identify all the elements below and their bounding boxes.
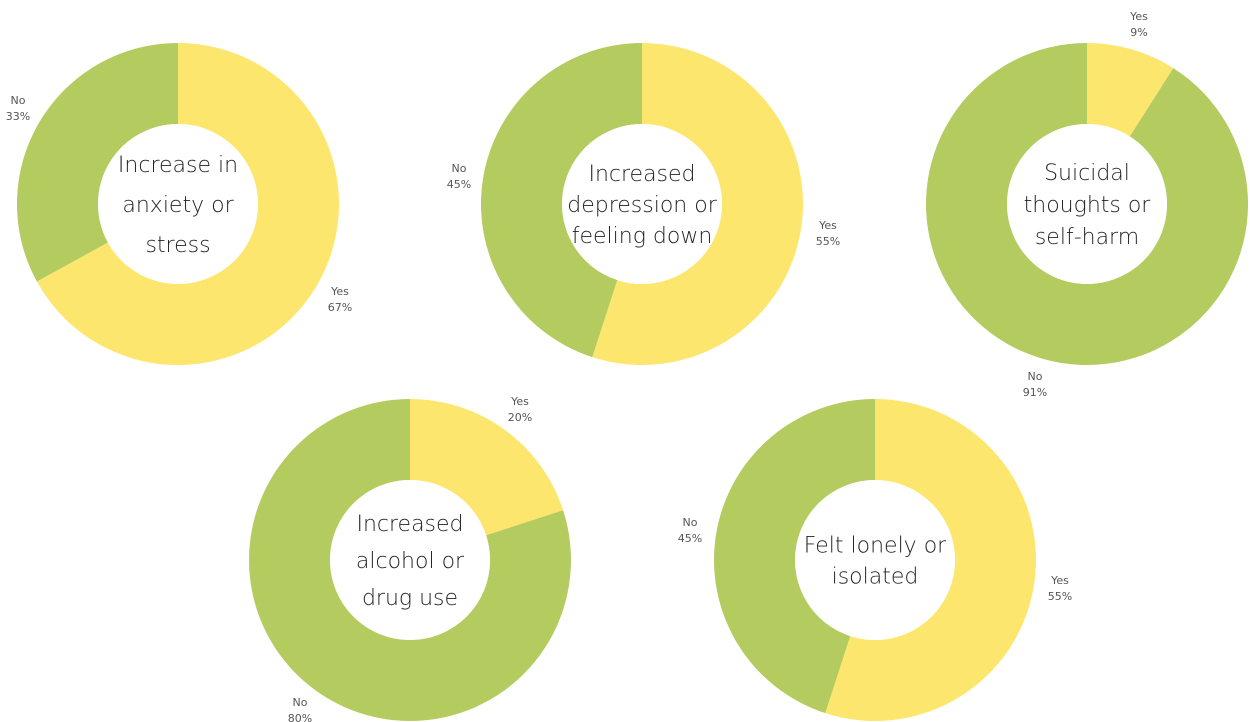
slice-yes (36, 43, 340, 365)
donut-hole (1007, 124, 1167, 284)
slice-yes (592, 43, 804, 365)
slice-yes (1087, 43, 1174, 137)
slice-label-yes: Yes 67% (328, 285, 352, 314)
donut-chart: Yes 55% No 45% Increased depression or feeling… (447, 43, 840, 365)
slice-yes (825, 399, 1037, 721)
slice-label-no: No 33% (6, 94, 30, 123)
donut-title: Increase in anxiety or stress (118, 153, 238, 258)
slice-yes (410, 399, 564, 536)
donut-chart: Yes 67% No 33% Increase in anxiety or stress (6, 42, 352, 365)
slice-label-yes: Yes 9% (1129, 10, 1148, 39)
donut-chart: Yes 9% No 91% Suicidal thoughts or self-harm (926, 10, 1248, 399)
donut-title: Felt lonely or isolated (804, 534, 947, 590)
slice-no (714, 399, 875, 714)
slice-label-no: No 45% (678, 516, 702, 545)
slice-label-no: No 91% (1023, 370, 1047, 399)
slice-label-yes: Yes 55% (816, 219, 840, 248)
donut-title: Increased depression or feeling down (567, 162, 717, 249)
slice-label-yes: Yes 20% (508, 395, 532, 424)
slice-no (481, 43, 642, 358)
slice-label-no: No 80% (288, 696, 312, 722)
donut-hole (330, 480, 490, 640)
donut-hole (98, 124, 258, 284)
slice-no (249, 399, 571, 721)
donut-hole (562, 124, 722, 284)
donut-hole (795, 480, 955, 640)
donut-title: Suicidal thoughts or self-harm (1024, 161, 1152, 250)
donut-chart: Yes 20% No 80% Increased alcohol or drug use (249, 395, 571, 722)
slice-label-yes: Yes 55% (1048, 574, 1072, 603)
donut-chart: Yes 55% No 45% Felt lonely or isolated (678, 399, 1072, 721)
slice-no (926, 43, 1248, 366)
donut-title: Increased alcohol or drug use (356, 512, 465, 611)
slice-label-no: No 45% (447, 162, 471, 191)
slice-no (16, 42, 179, 282)
